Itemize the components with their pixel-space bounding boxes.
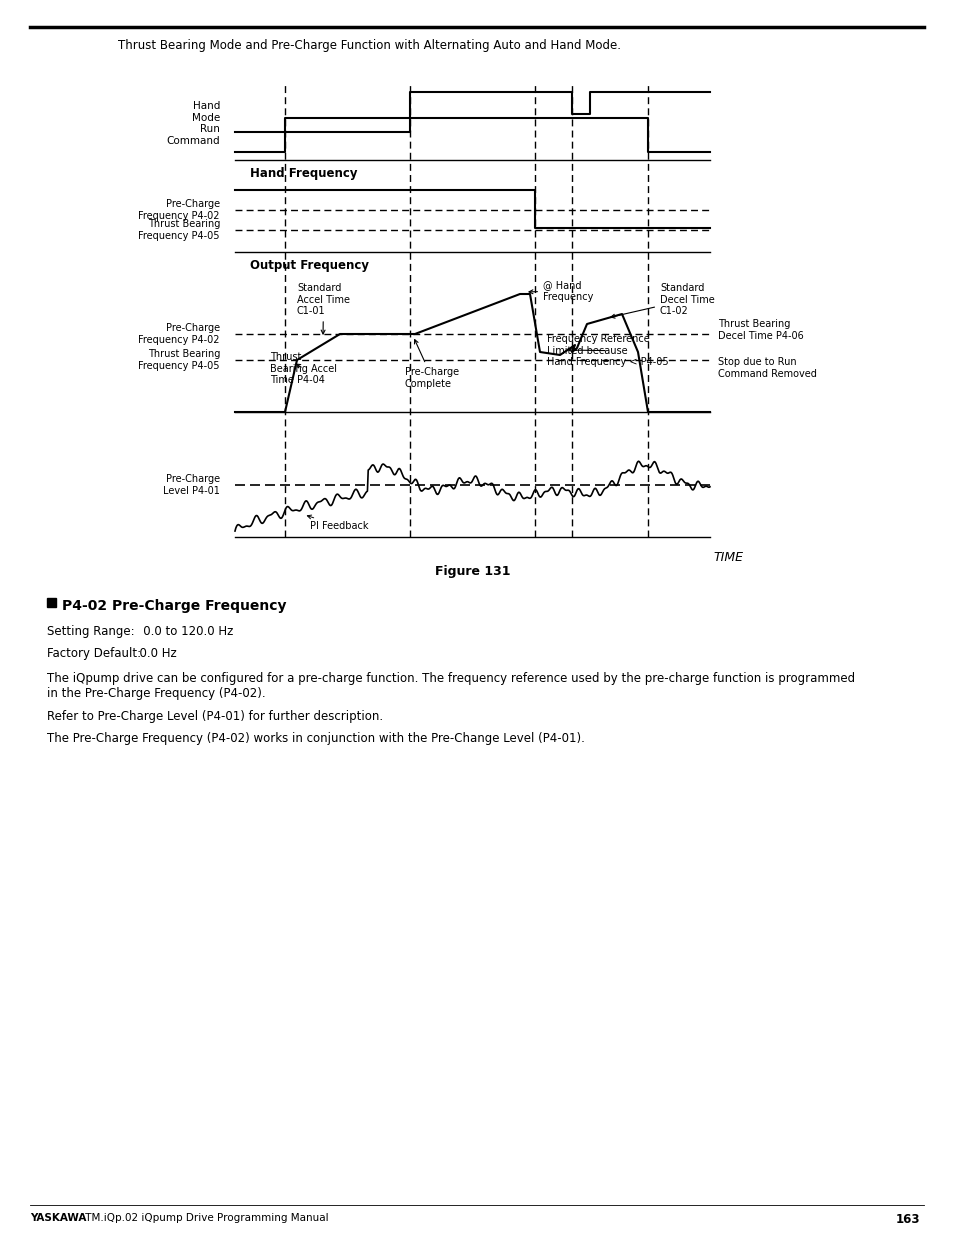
Text: TM.iQp.02 iQpump Drive Programming Manual: TM.iQp.02 iQpump Drive Programming Manua… bbox=[82, 1213, 328, 1223]
Text: Hand
Mode: Hand Mode bbox=[192, 101, 220, 122]
Text: Pre-Charge
Frequency P4-02: Pre-Charge Frequency P4-02 bbox=[138, 199, 220, 221]
Text: The iQpump drive can be configured for a pre-charge function. The frequency refe: The iQpump drive can be configured for a… bbox=[47, 672, 854, 700]
Text: Output Frequency: Output Frequency bbox=[250, 259, 369, 272]
Text: Figure 131: Figure 131 bbox=[435, 564, 510, 578]
Text: Pre-Charge
Level P4-01: Pre-Charge Level P4-01 bbox=[163, 474, 220, 495]
Text: 0.0 Hz: 0.0 Hz bbox=[132, 647, 176, 659]
Text: Pre-Charge
Frequency P4-02: Pre-Charge Frequency P4-02 bbox=[138, 324, 220, 345]
Text: Stop due to Run
Command Removed: Stop due to Run Command Removed bbox=[718, 357, 816, 379]
Text: Thrust Bearing
Frequency P4-05: Thrust Bearing Frequency P4-05 bbox=[138, 219, 220, 241]
Text: @ Hand
Frequency: @ Hand Frequency bbox=[529, 280, 593, 301]
Text: Thrust Bearing Mode and Pre-Charge Function with Alternating Auto and Hand Mode.: Thrust Bearing Mode and Pre-Charge Funct… bbox=[118, 40, 620, 52]
Text: PI Feedback: PI Feedback bbox=[307, 515, 368, 531]
Text: Thrust
Bearing Accel
Time P4-04: Thrust Bearing Accel Time P4-04 bbox=[270, 352, 336, 385]
Text: Thrust Bearing
Frequency P4-05: Thrust Bearing Frequency P4-05 bbox=[138, 350, 220, 370]
Text: Run
Command: Run Command bbox=[166, 125, 220, 146]
Text: P4-02 Pre-Charge Frequency: P4-02 Pre-Charge Frequency bbox=[62, 599, 286, 613]
Bar bbox=[47, 598, 56, 606]
Text: Thrust Bearing
Decel Time P4-06: Thrust Bearing Decel Time P4-06 bbox=[718, 319, 803, 341]
Text: Hand Frequency: Hand Frequency bbox=[250, 167, 357, 180]
Text: Setting Range:: Setting Range: bbox=[47, 625, 134, 638]
Text: Frequency Reference
Limited because
Hand Frequency < P4-05: Frequency Reference Limited because Hand… bbox=[546, 333, 668, 367]
Text: 0.0 to 120.0 Hz: 0.0 to 120.0 Hz bbox=[132, 625, 233, 638]
Text: Standard
Decel Time
C1-02: Standard Decel Time C1-02 bbox=[610, 283, 714, 319]
Text: TIME: TIME bbox=[712, 551, 742, 564]
Text: The Pre-Charge Frequency (P4-02) works in conjunction with the Pre-Change Level : The Pre-Charge Frequency (P4-02) works i… bbox=[47, 732, 584, 745]
Text: Refer to Pre-Charge Level (P4-01) for further description.: Refer to Pre-Charge Level (P4-01) for fu… bbox=[47, 710, 383, 722]
Text: 163: 163 bbox=[895, 1213, 919, 1226]
Text: YASKAWA: YASKAWA bbox=[30, 1213, 87, 1223]
Text: Factory Default:: Factory Default: bbox=[47, 647, 141, 659]
Text: Pre-Charge
Complete: Pre-Charge Complete bbox=[405, 340, 458, 389]
Text: Standard
Accel Time
C1-01: Standard Accel Time C1-01 bbox=[296, 283, 350, 333]
